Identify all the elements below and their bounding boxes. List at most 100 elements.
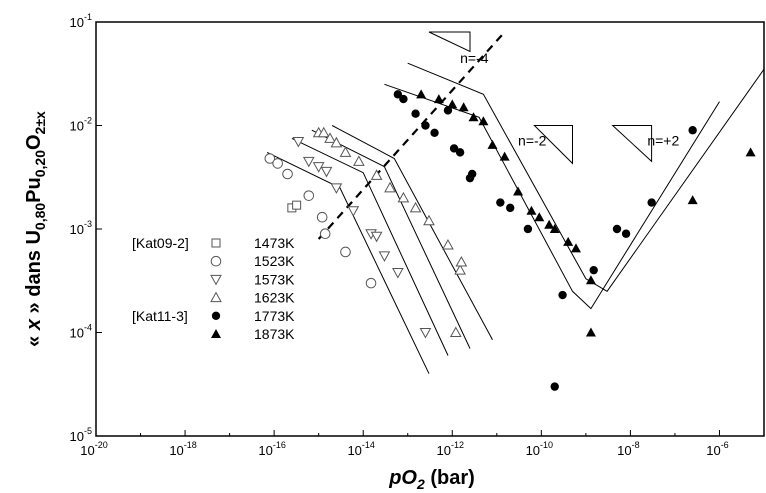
y-axis-ticks: 10-1 10-2 10-3 10-4 10-5 <box>70 12 102 444</box>
data-point <box>399 94 408 104</box>
fit-line-1 <box>266 151 430 374</box>
data-point <box>320 166 333 178</box>
series-1773K <box>393 90 697 391</box>
data-point <box>353 155 365 166</box>
data-point <box>447 99 458 109</box>
data-point <box>411 109 420 118</box>
data-point <box>370 231 383 243</box>
legend-marker <box>210 274 222 286</box>
data-point <box>330 183 343 194</box>
data-point <box>409 201 422 213</box>
data-point <box>416 89 427 99</box>
data-point <box>449 326 462 337</box>
data-point <box>523 224 533 234</box>
data-point <box>458 102 469 112</box>
data-point <box>499 151 510 161</box>
series-1473K <box>287 200 302 213</box>
data-point <box>526 205 537 215</box>
data-point <box>455 148 465 157</box>
x-tick-label: 10-20 <box>80 440 107 458</box>
dashed-boundary <box>317 31 506 240</box>
data-point <box>570 243 581 253</box>
data-point <box>316 211 328 223</box>
legend-marker <box>211 329 221 338</box>
data-point <box>423 214 435 226</box>
series-1873K <box>416 89 756 337</box>
data-point <box>433 94 444 104</box>
fit-line-5 <box>384 83 720 310</box>
x-tick-label: 10-12 <box>437 440 464 458</box>
fit-line-3 <box>311 129 471 349</box>
series-1573K <box>292 137 432 339</box>
annotations: n=-4 n=-2 n=+2 <box>460 50 679 148</box>
data-point <box>302 156 315 168</box>
data-point <box>687 195 698 205</box>
data-point <box>506 203 515 213</box>
data-point <box>745 147 756 157</box>
data-point <box>487 139 498 149</box>
data-point <box>430 128 439 138</box>
data-point <box>292 200 302 210</box>
x-tick-label: 10-16 <box>258 440 285 458</box>
data-point <box>589 265 598 275</box>
data-point <box>467 169 477 179</box>
data-point <box>442 239 454 250</box>
legend-label: 1573K <box>254 271 295 287</box>
data-point <box>264 153 276 164</box>
data-point <box>455 255 468 267</box>
slope-annotation: n=-4 <box>460 50 489 66</box>
data-point <box>393 90 403 99</box>
data-point <box>370 169 383 180</box>
data-point <box>392 267 404 279</box>
y-tick-label: 10-3 <box>70 219 92 237</box>
data-point <box>378 251 391 262</box>
legend-marker <box>211 311 221 320</box>
y-tick-label: 10-5 <box>70 426 92 444</box>
data-point <box>454 264 466 275</box>
data-point <box>419 328 432 339</box>
data-point <box>303 190 315 201</box>
slope-triangles <box>428 31 653 165</box>
data-point <box>534 212 545 222</box>
data-point <box>330 136 343 148</box>
data-point <box>478 116 489 126</box>
data-point <box>496 198 505 207</box>
series-1523K <box>264 153 377 289</box>
data-point <box>585 327 596 337</box>
data-point <box>324 132 336 143</box>
data-point <box>544 219 555 229</box>
legend-label: 1473K <box>254 235 295 251</box>
x-tick-label: 10-6 <box>706 440 728 458</box>
fit-lines <box>266 62 765 374</box>
slope-triangle-1 <box>428 31 471 53</box>
legend-label: 1773K <box>254 308 295 324</box>
legend-ref: [Kat09-2] <box>132 235 189 251</box>
x-axis-ticks: 10-20 10-18 10-16 10-14 10-12 10-10 10-8 10-6 <box>80 430 765 458</box>
data-point <box>688 126 697 135</box>
series-1623K <box>312 126 468 337</box>
data-point <box>513 186 524 196</box>
data-point <box>449 144 459 153</box>
slope-annotation: n=-2 <box>518 132 547 148</box>
legend-marker <box>211 238 221 248</box>
data-point <box>621 229 631 238</box>
y-tick-label: 10-2 <box>70 116 92 134</box>
x-axis-label: pO2 (bar) <box>388 467 475 492</box>
fit-line-4 <box>331 125 493 341</box>
data-point <box>558 290 567 300</box>
data-point <box>468 112 479 122</box>
legend-marker <box>210 255 222 267</box>
slope-annotation: n=+2 <box>647 132 679 148</box>
legend-label: 1873K <box>254 326 295 342</box>
legend-label: 1523K <box>254 253 295 269</box>
legend-ref: [Kat11-3] <box>132 308 188 324</box>
data-point <box>585 275 596 285</box>
data-point <box>365 277 377 289</box>
x-tick-label: 10-14 <box>347 440 374 458</box>
data-point <box>612 224 622 234</box>
data-point <box>397 191 410 203</box>
legend: [Kat09-2] 1473K 1523K 1573K 1623K [Kat11-3] 17… <box>132 235 295 342</box>
x-tick-label: 10-8 <box>617 440 639 458</box>
fit-line-2 <box>291 137 449 356</box>
data-point <box>347 206 360 217</box>
